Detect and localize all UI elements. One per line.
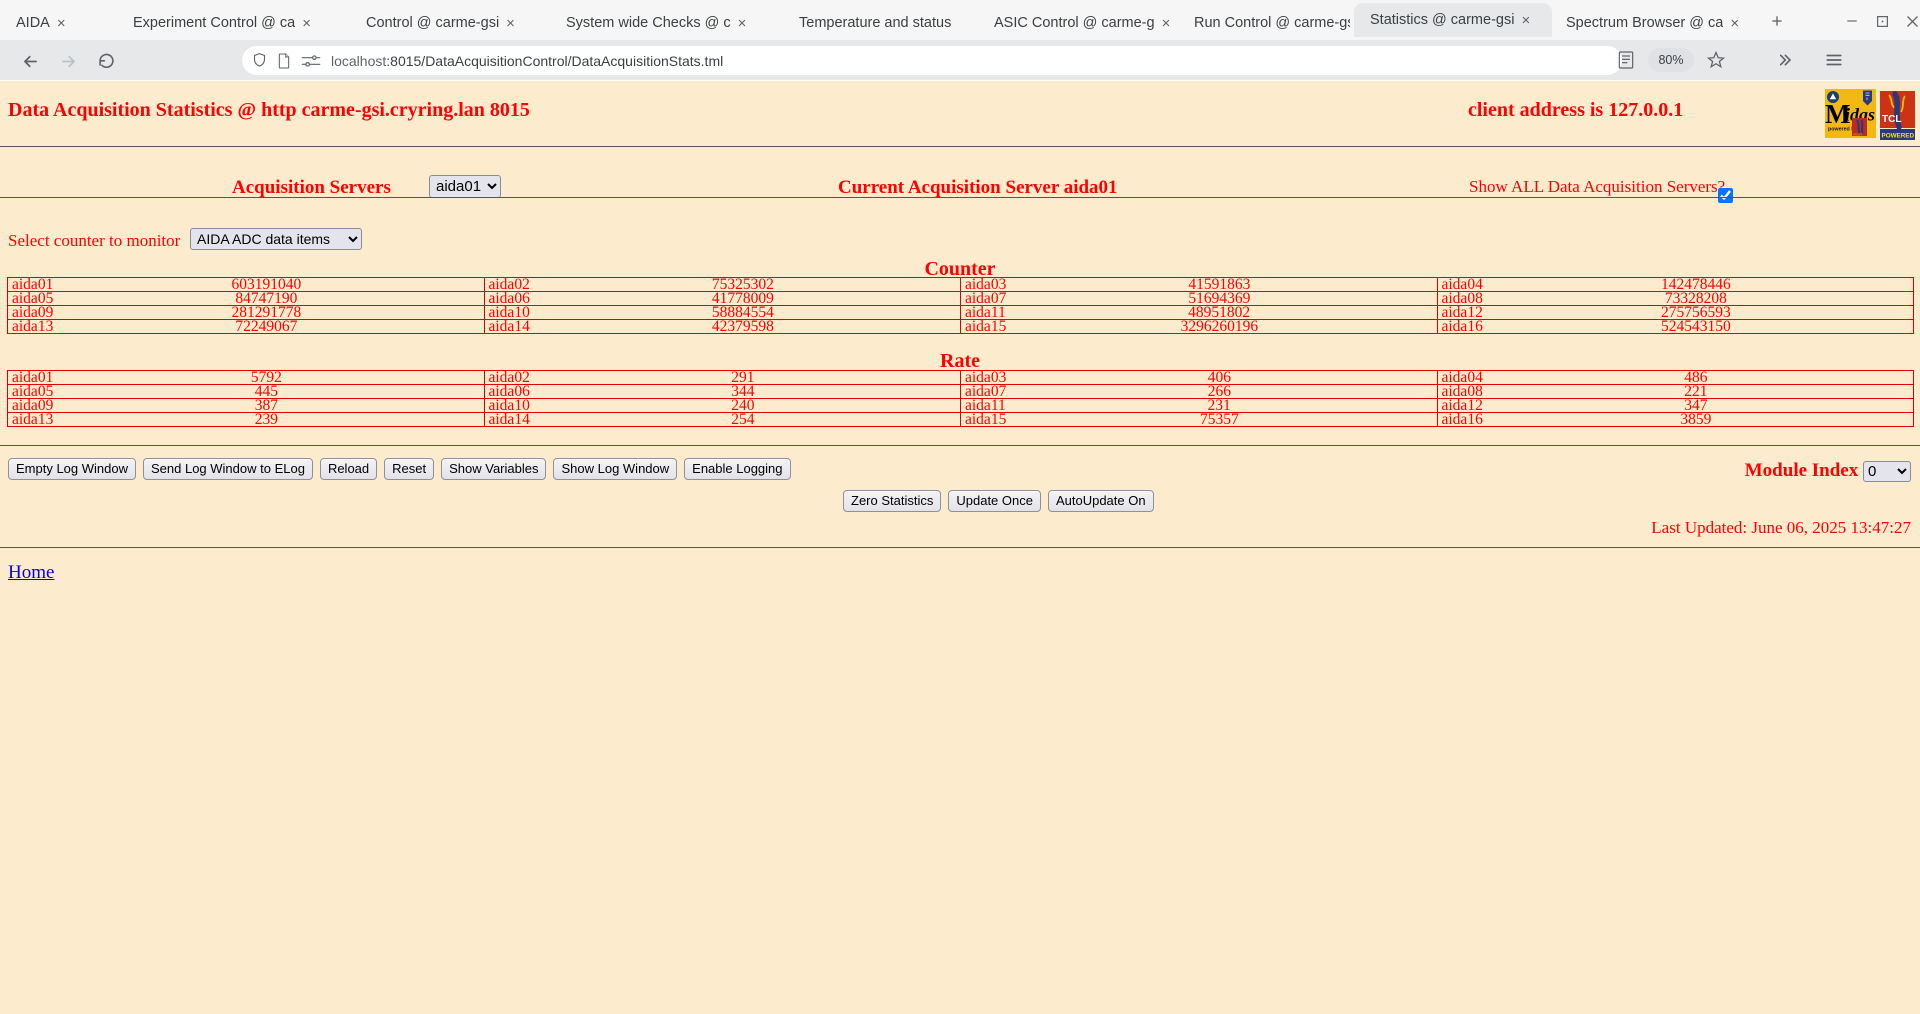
svg-text:TCL: TCL xyxy=(1882,114,1901,125)
svg-text:POWERED: POWERED xyxy=(1882,133,1915,140)
svg-text:ROOT: ROOT xyxy=(1854,133,1863,137)
